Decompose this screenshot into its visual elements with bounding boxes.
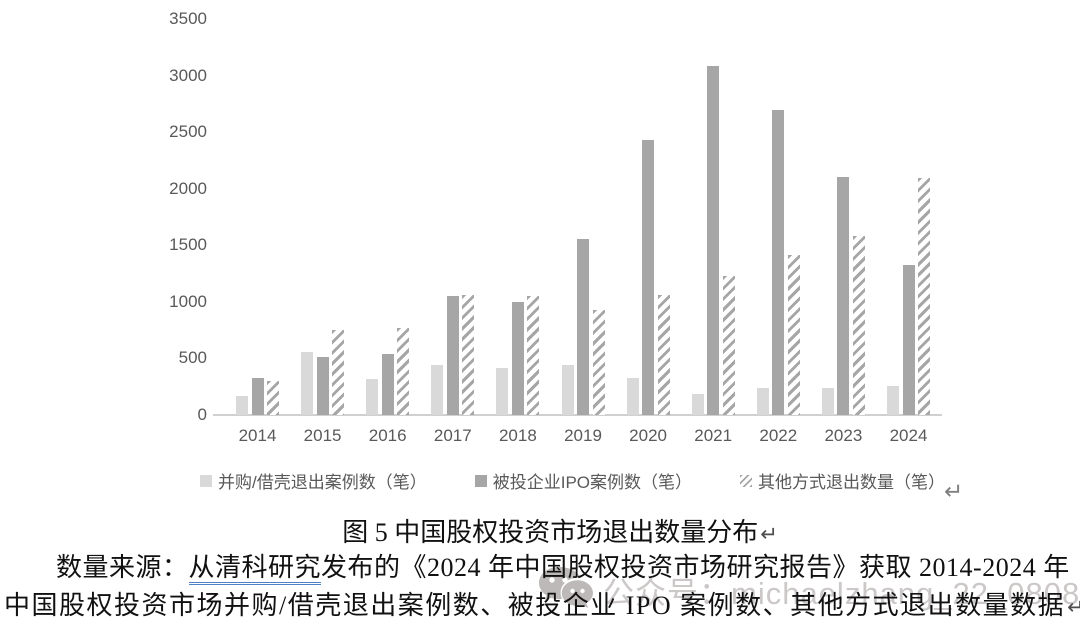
bar-2023-series-0 (821, 387, 834, 415)
wechat-icon (537, 565, 595, 616)
legend-swatch-1 (474, 474, 487, 487)
bar-2019-series-2 (592, 309, 605, 415)
x-axis-label-2023: 2023 (824, 426, 863, 445)
y-axis-tick-label: 2000 (169, 178, 207, 198)
figure-caption: 图 5 中国股权投资市场退出数量分布↵ (0, 512, 1080, 549)
y-axis-tick-label: 1000 (169, 291, 207, 311)
bar-2024-series-1 (902, 264, 915, 415)
bar-2014-series-2 (267, 380, 279, 415)
x-axis-label-2019: 2019 (564, 426, 602, 445)
x-axis-label-2014: 2014 (238, 426, 277, 445)
bar-2017-series-0 (431, 364, 444, 415)
bar-2021-series-2 (722, 275, 735, 415)
bar-2015-series-2 (332, 329, 345, 415)
x-axis-label-2016: 2016 (368, 426, 407, 445)
bar-2023-series-2 (852, 235, 865, 415)
y-axis-tick-label: 500 (178, 348, 207, 367)
bar-2017-series-1 (446, 295, 459, 415)
bar-2016-series-2 (397, 327, 410, 415)
bar-2018-series-1 (511, 301, 524, 415)
source-return-mark: ↵ (1067, 595, 1080, 619)
bar-2022-series-0 (756, 387, 769, 415)
bar-2024-series-2 (918, 177, 930, 415)
watermark: 公众号：michaelzhang_22_0808 (537, 565, 1080, 616)
legend-item-1: 被投企业IPO案例数（笔） (474, 468, 693, 493)
source-line-1: 数量来源：从清科研究发布的《2024 年中国股权投资市场研究报告》获取 2014… (4, 549, 1076, 587)
legend-label-1: 被投企业IPO案例数（笔） (492, 473, 693, 492)
bar-2018-series-2 (527, 295, 540, 415)
source-line-2: 中国股权投资市场并购/借壳退出案例数、被投企业 IPO 案例数、其他方式退出数量… (4, 587, 1080, 627)
source-prefix: 数量来源： (56, 553, 189, 582)
bar-2022-series-2 (787, 254, 800, 415)
legend-label-2: 其他方式退出数量（笔） (758, 473, 945, 492)
bar-2014-series-0 (236, 395, 248, 415)
x-axis-label-2024: 2024 (889, 426, 928, 445)
y-axis-tick-label: 3000 (169, 65, 207, 85)
y-axis-tick-label: 1500 (169, 235, 207, 254)
figure-caption-text: 图 5 中国股权投资市场退出数量分布 (342, 518, 759, 547)
bar-2019-series-0 (561, 364, 574, 415)
x-axis-label-2017: 2017 (433, 426, 472, 445)
paragraph-return-mark: ↵ (944, 478, 964, 504)
bar-2015-series-0 (301, 351, 314, 415)
legend-label-0: 并购/借壳退出案例数（笔） (218, 473, 427, 492)
y-axis-tick-label: 0 (197, 404, 207, 424)
source-suffix: 发布的《2024 年中国股权投资市场研究报告》获取 2014-2024 年 (321, 553, 1070, 582)
bar-2021-series-0 (691, 393, 704, 415)
bar-2018-series-0 (496, 367, 509, 415)
bar-2020-series-2 (657, 294, 670, 415)
bar-2023-series-1 (837, 176, 850, 415)
legend-item-0: 并购/借壳退出案例数（笔） (200, 468, 427, 493)
bar-2024-series-0 (887, 385, 899, 415)
x-axis-label-2022: 2022 (759, 426, 798, 445)
bar-2016-series-1 (381, 353, 394, 415)
source-grammar-flagged-text: 从清科研究 (188, 553, 322, 585)
bar-2017-series-2 (462, 294, 475, 415)
chart-legend: 并购/借壳退出案例数（笔） 被投企业IPO案例数（笔） 其他方式退出数量（笔） (200, 468, 945, 493)
caption-return-mark: ↵ (760, 523, 778, 546)
bar-2022-series-1 (772, 109, 785, 415)
watermark-text: 公众号：michaelzhang_22_0808 (603, 576, 1080, 611)
legend-swatch-0 (200, 474, 212, 487)
bar-2015-series-1 (316, 356, 329, 415)
bar-2021-series-1 (707, 65, 720, 415)
x-axis-label-2020: 2020 (629, 426, 667, 445)
bar-2020-series-0 (626, 377, 639, 415)
x-axis-line (213, 414, 942, 416)
y-axis-tick-label: 2500 (169, 122, 207, 141)
source-line2-text: 中国股权投资市场并购/借壳退出案例数、被投企业 IPO 案例数、其他方式退出数量… (4, 590, 1066, 620)
x-axis-label-2018: 2018 (498, 426, 537, 445)
x-axis-label-2021: 2021 (694, 426, 733, 445)
legend-item-2: 其他方式退出数量（笔） (740, 468, 945, 493)
bar-2016-series-0 (366, 378, 379, 415)
bar-2014-series-1 (251, 377, 264, 415)
bar-2020-series-1 (642, 139, 655, 415)
source-paragraph: 数量来源：从清科研究发布的《2024 年中国股权投资市场研究报告》获取 2014… (0, 549, 1080, 626)
x-axis-label-2015: 2015 (303, 426, 342, 445)
exit-count-bar-chart[interactable]: 0 500 1000 1500 2000 2500 3000 3500 2014 2015 2016… (0, 0, 1080, 505)
y-axis-tick-label: 3500 (169, 9, 207, 28)
bar-2019-series-1 (577, 238, 589, 415)
legend-swatch-hatched (740, 474, 752, 487)
